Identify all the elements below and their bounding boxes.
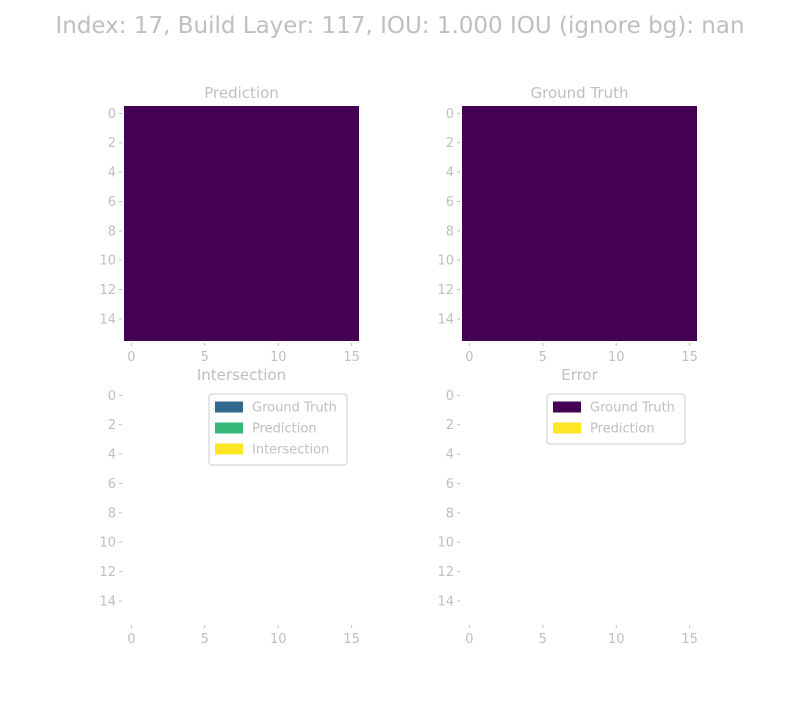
y-tick-label: 0 [446, 107, 454, 122]
subplot-4: Error 0 2 4 6 8 10 12 14 0 5 10 15 Ground Truth Predic… [437, 366, 697, 647]
heatmap-image [124, 106, 359, 341]
x-tick-label: 10 [270, 350, 287, 365]
y-tick-label: 6 [446, 477, 454, 492]
legend: Ground Truth Prediction [546, 393, 686, 445]
y-tick-label: 10 [437, 536, 454, 551]
legend-swatch [215, 422, 243, 434]
y-tick-label: 14 [437, 594, 454, 609]
x-tick-label: 15 [343, 350, 360, 365]
x-tick-label: 0 [127, 350, 135, 365]
y-tick-label: 0 [108, 107, 116, 122]
x-tick-label: 10 [608, 350, 625, 365]
legend-swatch [553, 401, 581, 413]
legend-swatch [553, 422, 581, 434]
y-tick-label: 14 [99, 312, 116, 327]
y-tick-label: 6 [108, 477, 116, 492]
y-tick-label: 4 [108, 166, 116, 181]
y-tick-label: 2 [108, 418, 116, 433]
heatmap-image [462, 106, 697, 341]
legend-swatch [215, 443, 243, 455]
y-tick-label: 12 [437, 283, 454, 298]
y-tick-label: 6 [108, 195, 116, 210]
y-tick-label: 0 [108, 389, 116, 404]
x-tick-label: 15 [343, 632, 360, 647]
subplot-1: Prediction 0 2 4 6 8 10 12 14 0 5 10 15 [99, 84, 359, 365]
y-tick-label: 14 [99, 594, 116, 609]
legend-label: Ground Truth [590, 401, 675, 416]
y-tick-label: 10 [437, 254, 454, 269]
legend-label: Prediction [590, 422, 655, 437]
x-tick-label: 5 [539, 632, 547, 647]
y-tick-label: 4 [446, 166, 454, 181]
y-tick-label: 10 [99, 254, 116, 269]
figure-suptitle: Index: 17, Build Layer: 117, IOU: 1.000 … [55, 13, 744, 39]
legend-label: Prediction [252, 422, 317, 437]
x-tick-label: 0 [127, 632, 135, 647]
y-tick-label: 4 [108, 448, 116, 463]
y-tick-label: 8 [108, 506, 116, 521]
y-tick-label: 2 [108, 136, 116, 151]
subplot-title: Error [561, 366, 598, 384]
x-tick-label: 0 [465, 632, 473, 647]
y-tick-label: 8 [446, 224, 454, 239]
x-tick-label: 15 [681, 632, 698, 647]
y-tick-label: 6 [446, 195, 454, 210]
subplot-3: Intersection 0 2 4 6 8 10 12 14 0 5 10 15 Ground Trut… [99, 366, 359, 647]
y-tick-label: 2 [446, 136, 454, 151]
y-tick-label: 8 [446, 506, 454, 521]
subplot-title: Prediction [204, 84, 279, 102]
legend-label: Intersection [252, 443, 329, 458]
y-tick-label: 12 [99, 565, 116, 580]
y-tick-label: 8 [108, 224, 116, 239]
x-tick-label: 5 [201, 350, 209, 365]
y-tick-label: 0 [446, 389, 454, 404]
subplot-title: Ground Truth [531, 84, 629, 102]
legend-swatch [215, 401, 243, 413]
legend: Ground Truth Prediction Intersection [208, 393, 348, 466]
legend-label: Ground Truth [252, 401, 337, 416]
legend-frame [208, 393, 348, 466]
x-tick-label: 10 [270, 632, 287, 647]
x-tick-label: 10 [608, 632, 625, 647]
subplot-title: Intersection [197, 366, 286, 384]
y-tick-label: 2 [446, 418, 454, 433]
x-tick-label: 0 [465, 350, 473, 365]
y-tick-label: 12 [99, 283, 116, 298]
legend-frame [546, 393, 686, 445]
subplot-2: Ground Truth 0 2 4 6 8 10 12 14 0 5 10 15 [437, 84, 697, 365]
x-tick-label: 5 [201, 632, 209, 647]
y-tick-label: 14 [437, 312, 454, 327]
x-tick-label: 15 [681, 350, 698, 365]
y-tick-label: 10 [99, 536, 116, 551]
y-tick-label: 4 [446, 448, 454, 463]
x-tick-label: 5 [539, 350, 547, 365]
y-tick-label: 12 [437, 565, 454, 580]
subplot-grid: Prediction 0 2 4 6 8 10 12 14 0 5 10 15 Ground Truth 0… [99, 84, 697, 647]
